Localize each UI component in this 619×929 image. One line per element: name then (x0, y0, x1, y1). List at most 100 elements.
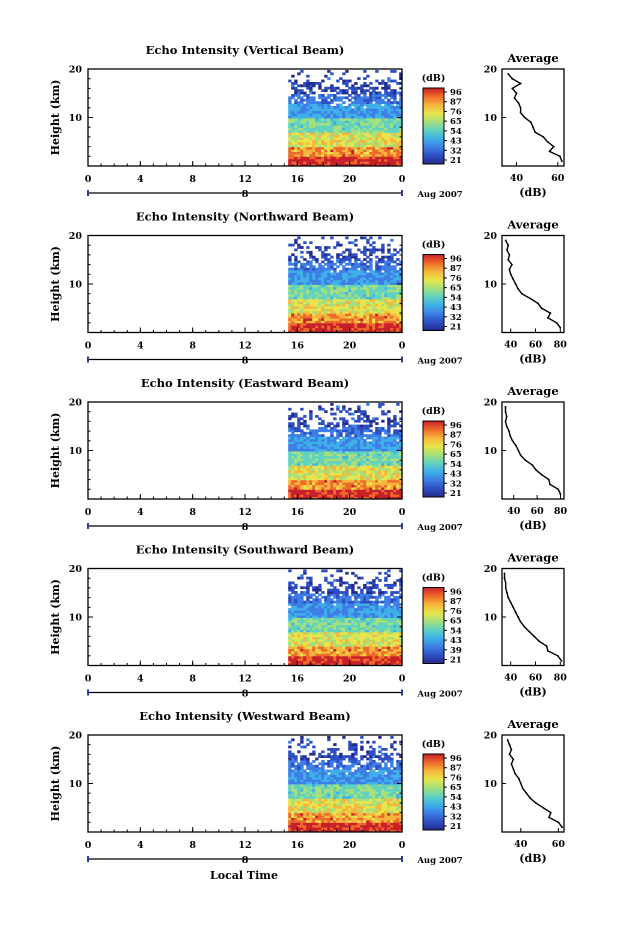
x-tick-label: 4 (137, 840, 144, 851)
avg-profile-point (503, 577, 506, 580)
x-tick-label: 4 (137, 341, 144, 352)
avg-frame (501, 734, 565, 833)
avg-x-tick-label: 60 (529, 340, 543, 351)
avg-profile-point (546, 140, 549, 143)
avg-profile-point (548, 816, 550, 819)
colorbar-tick-label: 76 (450, 440, 462, 450)
avg-profile-point (519, 454, 522, 457)
y-axis-label: Height (km) (49, 246, 62, 322)
colorbar-tick-label: 43 (450, 137, 462, 147)
avg-profile-point (519, 111, 522, 114)
avg-profile-point (508, 430, 510, 432)
avg-profile-point (557, 821, 560, 824)
avg-profile-point (559, 493, 562, 496)
x-tick-label: 8 (189, 341, 196, 352)
avg-profile-point (523, 625, 526, 628)
date-caption: Aug 2007 (416, 523, 462, 533)
avg-profile-point (525, 792, 528, 795)
avg-profile-point (534, 131, 536, 134)
avg-y-tick-label: 10 (484, 280, 498, 291)
heatmap-image (288, 736, 403, 833)
avg-x-tick-label: 40 (504, 340, 518, 351)
colorbar-tick-label: 32 (450, 812, 462, 822)
avg-profile-point (557, 488, 560, 491)
avg-profile-point (514, 611, 517, 614)
y-tick-label: 20 (69, 65, 83, 76)
colorbar-tick-label: 21 (450, 156, 462, 166)
colorbar-tick-label: 96 (450, 588, 462, 598)
y-axis-label: Height (km) (49, 746, 62, 822)
colorbar-unit: (dB) (422, 739, 446, 750)
panel-5: Echo Intensity (Westward Beam) Height (km… (49, 709, 565, 866)
panels-group: Echo Intensity (Vertical Beam) Height (km… (49, 43, 567, 866)
avg-frame (501, 401, 565, 500)
colorbar-tick-label: 76 (450, 274, 462, 284)
colorbar-tick-label: 96 (450, 255, 462, 265)
avg-profile-point (504, 410, 507, 413)
colorbar-tick-label: 32 (450, 313, 462, 323)
colorbar-tick-label: 96 (450, 88, 462, 98)
avg-profile-point (521, 787, 524, 790)
avg-profile-point (519, 782, 522, 785)
date-caption: Aug 2007 (416, 357, 462, 367)
x-tick-label: 0 (399, 341, 406, 352)
panel-title: Echo Intensity (Vertical Beam) (146, 43, 345, 57)
avg-profile-point (523, 116, 526, 119)
avg-profile-point (506, 591, 508, 594)
x-tick-label: 16 (291, 674, 305, 685)
avg-y-tick-label: 20 (484, 731, 498, 742)
colorbar-tick-label: 43 (450, 303, 462, 313)
colorbar (422, 254, 445, 331)
avg-profile-point (537, 302, 539, 305)
avg-profile-point (542, 806, 545, 809)
y-tick-label: 10 (69, 280, 83, 291)
avg-frame (501, 234, 565, 334)
avg-profile-point (514, 772, 517, 775)
avg-profile-point (517, 449, 520, 452)
avg-profile-point (512, 758, 515, 761)
colorbar-unit: (dB) (422, 73, 446, 84)
x-tick-label: 12 (238, 674, 251, 685)
colorbar-tick-label: 76 (450, 773, 462, 783)
avg-x-axis-label: (dB) (519, 519, 546, 532)
date-tick-label: 8 (242, 189, 249, 200)
colorbar-tick-label: 76 (450, 107, 462, 117)
y-tick-label: 20 (69, 564, 83, 575)
avg-y-tick-label: 10 (484, 446, 498, 457)
avg-profile-point (547, 650, 549, 652)
avg-y-tick-label: 10 (484, 113, 498, 124)
avg-profile-point (517, 287, 519, 290)
avg-y-tick-label: 20 (484, 231, 498, 242)
avg-profile-point (519, 106, 522, 109)
colorbar-tick-label: 65 (450, 783, 462, 793)
avg-profile-point (517, 616, 519, 618)
avg-profile-point (504, 406, 507, 408)
x-tick-label: 12 (238, 341, 251, 352)
colorbar-tick-label: 96 (450, 421, 462, 431)
avg-profile-point (542, 136, 545, 138)
avg-x-tick-label: 40 (507, 506, 521, 517)
colorbar-tick-label: 54 (450, 460, 462, 470)
avg-profile-point (555, 321, 558, 324)
x-tick-label: 20 (343, 507, 357, 518)
avg-x-tick-label: 60 (529, 673, 543, 684)
colorbar-tick-label: 32 (450, 146, 462, 156)
avg-profile-point (509, 601, 512, 604)
x-tick-label: 12 (238, 507, 251, 518)
colorbar-tick-label: 76 (450, 607, 462, 617)
x-tick-label: 20 (343, 341, 357, 352)
x-tick-label: 8 (189, 840, 196, 851)
x-tick-label: 8 (189, 507, 196, 518)
avg-profile-point (534, 802, 537, 804)
x-tick-label: 0 (399, 674, 406, 685)
avg-profile-point (512, 606, 515, 609)
colorbar (422, 587, 445, 664)
colorbar-tick-label: 21 (450, 323, 462, 333)
avg-x-tick-label: 80 (554, 340, 568, 351)
avg-profile-point (506, 249, 508, 251)
colorbar-tick-label: 65 (450, 617, 462, 627)
date-caption: Aug 2007 (416, 856, 462, 866)
avg-x-tick-label: 80 (554, 673, 568, 684)
x-tick-label: 0 (85, 674, 92, 685)
avg-profile-point (518, 777, 520, 780)
